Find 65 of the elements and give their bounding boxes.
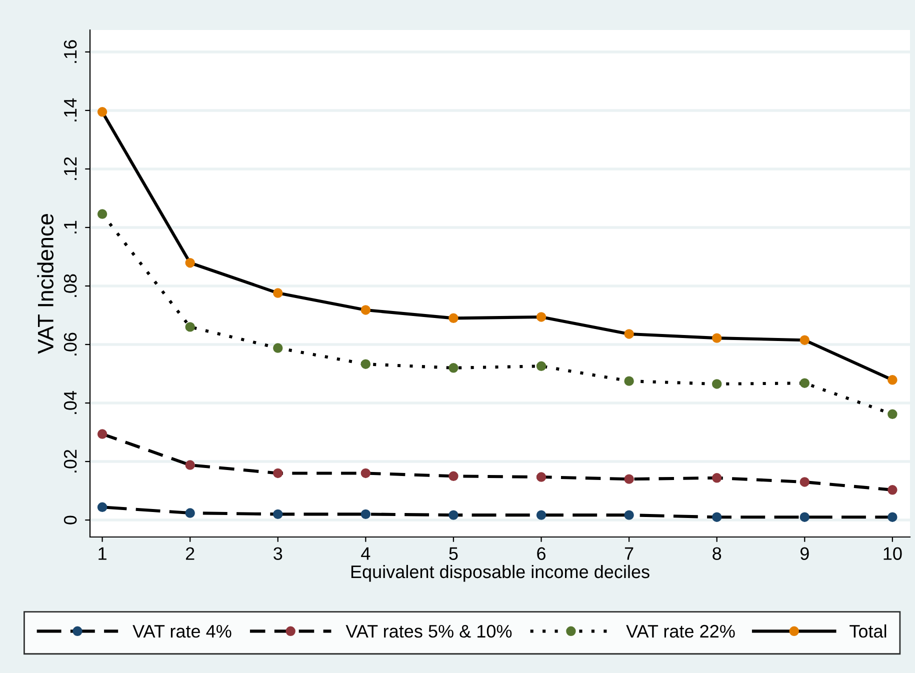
point [185,322,195,332]
point [624,376,634,386]
y-tick-label: .08 [64,274,77,297]
point [97,502,108,512]
point [97,429,108,439]
point [712,512,722,522]
point [273,343,283,353]
point [273,468,283,478]
point [448,471,458,482]
x-tick-label: 5 [449,547,458,560]
point [800,335,810,345]
point [97,107,108,117]
point [800,477,810,487]
point [624,474,634,484]
point [273,288,283,298]
x-tick-label: 6 [537,547,546,560]
point [800,512,810,522]
x-tick-label: 4 [361,547,370,560]
point [97,209,108,219]
point [712,333,722,343]
x-tick-label: 7 [624,547,634,560]
point [185,508,195,518]
legend-label: VAT rate 4% [132,624,232,638]
y-tick-label: .02 [64,450,77,472]
point [185,258,195,268]
point [888,512,898,522]
point [360,305,371,315]
legend-label: Total [850,624,886,638]
point [624,510,634,520]
y-tick-label: .06 [64,332,77,356]
y-tick-label: .12 [64,157,77,180]
y-axis-title: VAT Incidence [37,214,54,354]
point [536,472,546,482]
point [448,313,458,324]
x-tick-label: 9 [800,547,809,560]
point [712,473,722,483]
point [712,379,722,389]
point [360,468,371,478]
x-tick-label: 3 [274,547,282,560]
point [888,485,898,495]
y-tick-label: .14 [64,98,77,122]
point [536,312,546,322]
legend-label: VAT rate 22% [626,624,735,638]
x-tick-label: 8 [712,547,722,560]
x-tick-label: 2 [186,547,194,560]
x-tick-label: 10 [884,547,902,560]
point [448,363,458,373]
y-tick-label: .16 [64,40,77,63]
point [360,509,371,520]
x-tick-label: 1 [98,547,106,560]
point [800,378,810,388]
point [360,359,371,369]
y-tick-label: 0 [64,516,77,524]
point [888,375,898,385]
y-tick-label: .04 [64,390,77,414]
point [536,361,546,372]
x-axis-title: Equivalent disposable income deciles [351,564,650,582]
point [624,329,634,339]
point [888,409,898,419]
point [536,510,546,520]
point [185,460,195,470]
legend-label: VAT rates 5% & 10% [346,624,512,638]
y-tick-label: .1 [64,220,77,234]
point [273,509,283,520]
point [448,510,458,520]
